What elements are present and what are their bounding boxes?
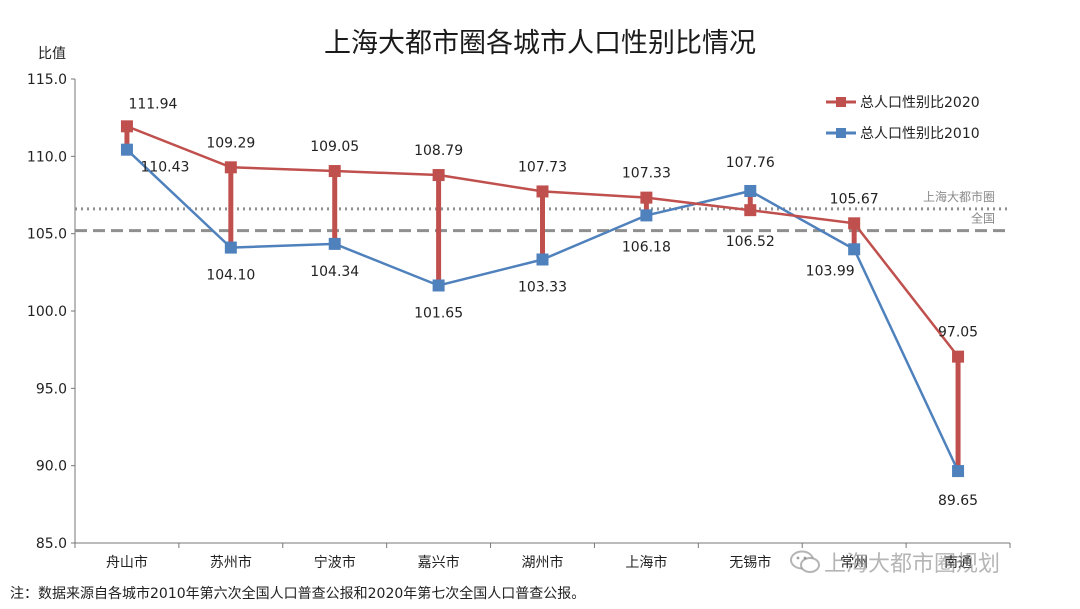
point-2020	[952, 350, 965, 363]
point-2010	[328, 237, 341, 250]
y-tick-label: 85.0	[36, 536, 67, 552]
point-2010	[640, 209, 653, 222]
data-label-2010: 104.34	[310, 264, 359, 280]
point-2020	[328, 165, 341, 178]
x-tick-label: 舟山市	[106, 554, 148, 571]
data-label-2020: 109.05	[310, 139, 359, 155]
reference-line-label-0: 上海大都市圈	[923, 189, 995, 204]
y-tick-label: 95.0	[36, 381, 67, 397]
y-axis-label: 比值	[38, 46, 66, 62]
x-tick-label: 南通	[944, 555, 972, 571]
point-2010	[952, 465, 965, 478]
data-label-2020: 107.73	[518, 159, 567, 175]
y-tick-label: 110.0	[27, 149, 67, 165]
footnote: 注：数据来源自各城市2010年第六次全国人口普查公报和2020年第七次全国人口普…	[10, 586, 586, 602]
data-label-2010: 110.43	[140, 160, 189, 176]
x-tick-label: 无锡市	[729, 554, 771, 571]
wechat-icon	[790, 550, 820, 573]
data-label-2020: 109.29	[206, 135, 255, 151]
y-tick-label: 100.0	[27, 304, 67, 320]
x-tick-label: 上海市	[625, 554, 667, 571]
data-label-2010: 103.33	[518, 279, 567, 295]
data-label-2020: 105.67	[830, 191, 879, 207]
data-label-2020: 97.05	[938, 325, 978, 341]
reference-line-label-1: 全国	[971, 211, 995, 226]
chart-title: 上海大都市圈各城市人口性别比情况	[324, 28, 756, 59]
data-label-2010: 107.76	[726, 155, 775, 171]
legend-label-2010: 总人口性别比2010	[860, 126, 980, 142]
x-tick-label: 宁波市	[314, 554, 356, 571]
point-2020	[224, 161, 237, 174]
x-tick-label: 湖州市	[522, 554, 564, 571]
point-2010	[744, 184, 757, 197]
point-2010	[432, 279, 445, 292]
point-2020	[640, 191, 653, 204]
data-label-2020: 111.94	[128, 96, 177, 112]
point-2020	[848, 217, 861, 230]
y-tick-label: 105.0	[27, 227, 67, 243]
point-2010	[120, 143, 133, 156]
point-2010	[536, 253, 549, 266]
y-tick-label: 90.0	[36, 459, 67, 475]
point-2020	[432, 169, 445, 182]
data-label-2010: 89.65	[938, 493, 978, 509]
data-label-2020: 106.52	[726, 234, 775, 250]
watermark: 上海大都市圈规划	[790, 546, 1000, 578]
watermark-text: 上海大都市圈规划	[824, 552, 1001, 577]
legend-marker-2010	[836, 128, 846, 138]
point-2010	[848, 243, 861, 256]
data-label-2020: 107.33	[622, 166, 671, 182]
legend-marker-2020	[836, 97, 846, 107]
point-2020	[120, 120, 133, 133]
data-label-2010: 103.99	[806, 263, 855, 279]
point-2020	[744, 204, 757, 217]
legend-label-2020: 总人口性别比2020	[860, 95, 980, 111]
point-2020	[536, 185, 549, 198]
data-label-2010: 101.65	[414, 305, 463, 321]
x-tick-label: 嘉兴市	[418, 554, 460, 571]
data-label-2010: 104.10	[206, 268, 255, 284]
plot-area: 85.0 90.0 95.0 100.0 105.0 110.0 115.0 舟山市 苏州市 宁波…	[27, 72, 1011, 571]
x-tick-label: 常州	[840, 555, 868, 571]
y-tick-label: 115.0	[27, 72, 67, 88]
data-label-2020: 108.79	[414, 143, 463, 159]
legend: 总人口性别比2020 总人口性别比2010	[826, 95, 980, 142]
data-label-2010: 106.18	[622, 239, 671, 255]
x-tick-label: 苏州市	[210, 554, 252, 571]
point-2010	[224, 241, 237, 254]
